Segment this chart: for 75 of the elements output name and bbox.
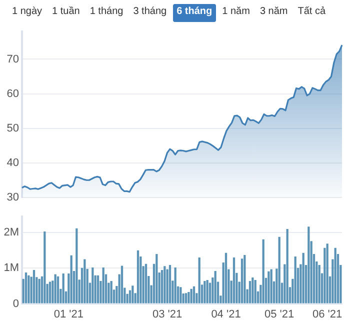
bar [318,265,320,304]
bar [270,269,272,304]
bar [62,274,64,304]
text: 1 tháng [88,5,124,19]
bar [110,281,112,304]
bar [174,267,176,304]
y-tick-label: 1M [4,262,19,274]
x-tick-label: 05 '21 [264,308,294,320]
bar [160,270,164,304]
bar [164,266,166,304]
bar [224,252,228,304]
bar [76,228,78,304]
bar [144,264,148,304]
y-tick-label: 70 [6,53,19,66]
text: 1 ngày [11,5,44,19]
text: 1 năm [221,5,251,19]
bar [24,272,28,304]
bar [302,252,304,304]
bar [214,271,216,304]
bar [102,267,104,304]
bar [278,236,280,304]
y-tick-label: 2M [4,226,19,239]
bar [48,282,52,304]
bar [180,287,182,304]
text: 1 tuần [51,5,81,19]
bar [54,274,56,304]
bar [232,258,236,304]
bar [248,281,252,304]
bar [206,280,208,304]
x-tick-label: 06 '21 [312,308,342,320]
bar [190,288,192,304]
text: 3 tháng [132,5,168,19]
bar [168,265,172,304]
bar [286,229,288,304]
x-tick-label: 04 '21 [211,308,241,320]
text: Tất cả [296,5,327,19]
bar [308,226,310,304]
bar [70,255,72,304]
bar [28,275,30,304]
bar [44,232,46,304]
bar [294,256,296,304]
x-tick-label: 03 '21 [152,308,182,320]
bar [192,286,196,304]
bar [166,269,168,304]
bar [268,271,270,304]
bar [184,293,188,304]
bar [326,244,328,304]
bar [254,280,256,304]
bar [240,258,244,304]
bar [156,254,158,304]
text: 6 tháng [172,4,216,22]
bar [252,277,254,304]
y-tick-label: 50 [6,122,19,134]
bar [84,259,86,304]
bar [132,286,134,304]
bar [32,270,36,304]
text: 3 năm [258,5,289,19]
y-tick-label: 40 [6,156,19,169]
y-tick-label: 30 [6,191,19,204]
y-tick-label: 0 [12,298,19,310]
bar [198,258,200,304]
y-tick-label: 60 [6,88,19,100]
bar [38,278,40,304]
bar [324,248,326,304]
bar [334,248,336,304]
bar [204,281,206,304]
bar [120,266,124,304]
x-tick-label: 01 '21 [54,308,84,320]
bar [262,239,264,304]
bar [92,267,94,304]
bar [56,276,60,304]
bar [244,255,246,304]
bar [188,292,190,304]
bar [96,275,100,304]
bar [136,250,140,304]
